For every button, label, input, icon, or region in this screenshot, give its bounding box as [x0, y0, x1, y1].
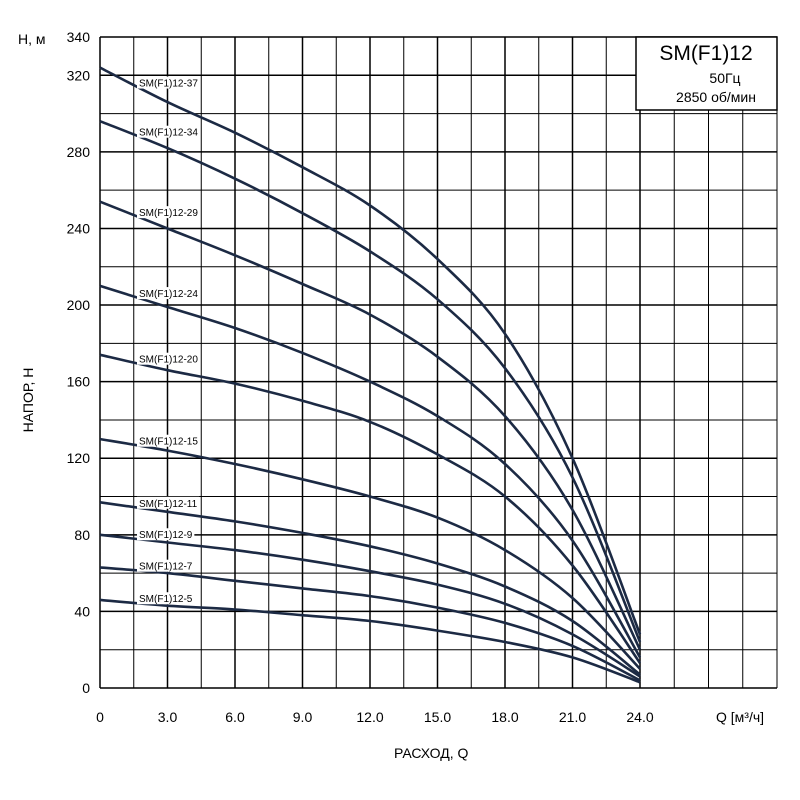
y-tick-label: 320: [67, 67, 91, 83]
y-axis-title: НАПОР, Н: [20, 368, 36, 433]
y-tick-label: 0: [82, 680, 90, 696]
y-tick-label: 40: [74, 603, 90, 619]
curve-SM(F1)12-11: [99, 501, 641, 676]
chart-title: SM(F1)12: [659, 42, 752, 65]
series-label: SM(F1)12-20: [139, 355, 198, 366]
curve-SM(F1)12-5: [99, 598, 641, 684]
y-tick-labels: 0 40 80 120 160 200 240 280 320 340: [67, 29, 91, 696]
y-tick-label: 240: [67, 220, 91, 236]
series-label: SM(F1)12-11: [139, 499, 198, 510]
curve-SM(F1)12-15: [99, 437, 641, 670]
series-label-bg: [137, 352, 200, 365]
title-box: [635, 36, 778, 111]
series-label-bg: [137, 206, 200, 219]
series-label-bg: [137, 592, 195, 605]
y-tick-label: 80: [74, 527, 90, 543]
series-label-bg: [137, 528, 195, 541]
y-unit-label: Н, м: [18, 31, 46, 47]
x-tick-label: 18.0: [491, 709, 518, 725]
series-label: SM(F1)12-37: [139, 79, 198, 90]
y-tick-label: 200: [67, 297, 91, 313]
curve-SM(F1)12-29: [99, 200, 642, 651]
series-label-bg: [137, 434, 200, 447]
curve-SM(F1)12-7: [99, 566, 641, 682]
series-label: SM(F1)12-24: [139, 289, 198, 300]
x-tick-label: 3.0: [158, 709, 178, 725]
x-tick-label: 9.0: [293, 709, 313, 725]
series-label: SM(F1)12-5: [139, 594, 193, 605]
series-labels: SM(F1)12-37 SM(F1)12-34 SM(F1)12-29 SM(F1)1…: [137, 76, 200, 605]
frequency-label: 50Гц: [709, 70, 740, 86]
x-tick-label: 21.0: [559, 709, 586, 725]
x-axis-title: РАСХОД, Q: [394, 745, 468, 761]
curve-SM(F1)12-9: [99, 533, 641, 678]
series-label: SM(F1)12-9: [139, 530, 193, 541]
x-tick-label: 15.0: [424, 709, 451, 725]
x-tick-label: 0: [96, 709, 104, 725]
y-tick-label: 160: [67, 374, 91, 390]
series-label: SM(F1)12-29: [139, 208, 198, 219]
series-label-bg: [137, 125, 200, 138]
y-tick-label: 280: [67, 144, 91, 160]
speed-label: 2850 об/мин: [676, 89, 756, 105]
x-unit-label: Q [м³/ч]: [716, 709, 764, 725]
curve-SM(F1)12-37: [99, 66, 642, 635]
series-label-bg: [137, 76, 200, 89]
series-label-bg: [137, 287, 200, 300]
series-label-bg: [137, 559, 195, 572]
x-tick-label: 24.0: [626, 709, 653, 725]
series-label: SM(F1)12-15: [139, 437, 198, 448]
grid: [99, 36, 778, 689]
x-tick-labels: 0 3.0 6.0 9.0 12.0 15.0 18.0 21.0 24.0: [96, 709, 654, 725]
curve-SM(F1)12-34: [99, 119, 642, 643]
y-tick-label: 120: [67, 450, 91, 466]
curve-SM(F1)12-20: [99, 353, 642, 664]
series-label: SM(F1)12-7: [139, 562, 193, 573]
series-label-bg: [137, 496, 200, 509]
x-tick-label: 6.0: [225, 709, 245, 725]
y-tick-label: 340: [67, 29, 91, 45]
performance-curves: [99, 66, 642, 684]
curve-SM(F1)12-24: [99, 284, 642, 659]
series-label: SM(F1)12-34: [139, 128, 198, 139]
x-tick-label: 12.0: [356, 709, 383, 725]
